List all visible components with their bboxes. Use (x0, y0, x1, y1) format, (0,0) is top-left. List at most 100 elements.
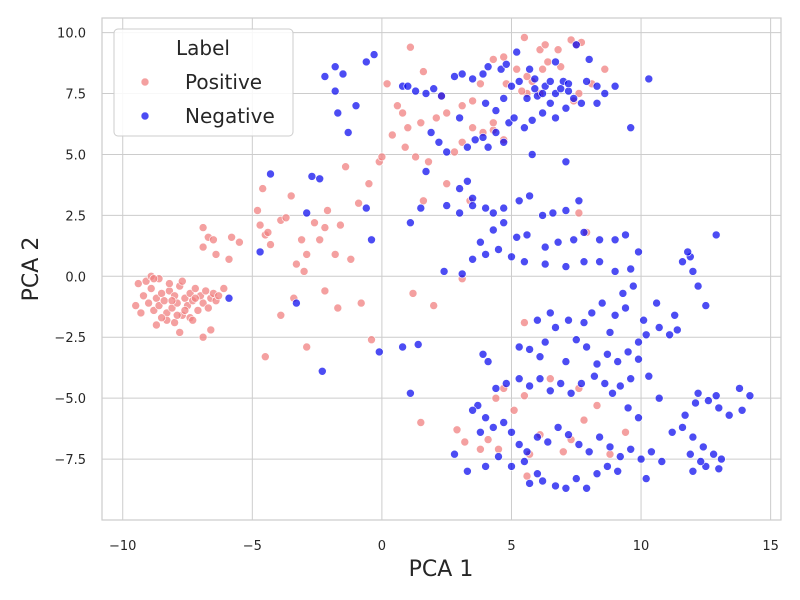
y-tick-label: 5.0 (65, 148, 86, 163)
point-positive (266, 240, 275, 249)
point-positive (167, 296, 177, 306)
point-negative (545, 386, 555, 396)
point-positive (136, 308, 146, 318)
point-negative (714, 403, 724, 413)
point-negative (678, 423, 687, 432)
point-negative (685, 449, 695, 459)
point-negative (667, 427, 677, 437)
point-negative (481, 413, 490, 423)
point-negative (525, 479, 534, 488)
point-positive (403, 123, 413, 132)
point-negative (569, 94, 579, 103)
point-positive (488, 118, 498, 128)
point-negative (320, 72, 330, 81)
point-negative (571, 40, 581, 50)
point-negative (605, 328, 615, 337)
point-positive (154, 301, 164, 310)
point-negative (654, 393, 664, 403)
point-negative (579, 318, 589, 327)
point-negative (592, 99, 602, 108)
point-negative (610, 267, 620, 276)
point-positive (346, 254, 356, 264)
point-positive (297, 235, 306, 245)
point-negative (654, 323, 664, 332)
point-negative (634, 354, 643, 364)
point-negative (330, 62, 340, 71)
x-tick-label: 5 (507, 539, 515, 554)
point-negative (525, 345, 534, 354)
point-positive (457, 138, 467, 147)
point-positive (509, 405, 519, 415)
point-positive (600, 64, 610, 74)
point-positive (558, 447, 568, 457)
point-negative (369, 50, 379, 59)
point-negative (647, 447, 656, 457)
point-negative (556, 379, 566, 388)
point-negative (561, 483, 571, 493)
point-positive (191, 284, 200, 293)
point-negative (514, 342, 524, 352)
point-positive (517, 86, 527, 96)
point-positive (408, 289, 418, 298)
point-negative (442, 201, 452, 210)
point-negative (553, 237, 563, 247)
point-negative (457, 269, 467, 279)
point-negative (735, 384, 744, 393)
point-positive (512, 64, 522, 74)
point-positive (520, 391, 529, 401)
point-negative (343, 128, 353, 137)
point-negative (403, 81, 413, 91)
point-negative (292, 298, 301, 308)
point-negative (351, 101, 361, 110)
point-negative (597, 298, 607, 308)
point-negative (564, 86, 573, 96)
point-negative (543, 437, 553, 447)
point-negative (613, 466, 623, 476)
point-negative (644, 371, 654, 381)
point-negative (691, 398, 700, 408)
point-negative (574, 196, 584, 206)
point-negative (302, 208, 312, 218)
legend-positive-marker (140, 77, 150, 87)
point-positive (545, 374, 555, 384)
point-negative (507, 462, 516, 471)
point-negative (561, 103, 571, 113)
point-positive (579, 415, 589, 425)
point-negative (551, 57, 560, 67)
point-negative (488, 423, 498, 432)
point-negative (442, 147, 452, 157)
point-positive (224, 254, 234, 264)
point-positive (323, 206, 332, 215)
point-negative (592, 359, 602, 369)
point-positive (494, 444, 503, 454)
point-negative (693, 281, 703, 291)
point-negative (481, 203, 490, 213)
point-negative (533, 469, 542, 479)
point-negative (571, 474, 581, 483)
point-positive (431, 113, 441, 123)
point-negative (623, 403, 633, 413)
point-negative (496, 64, 506, 74)
point-positive (398, 108, 407, 118)
point-positive (411, 152, 420, 162)
point-positive (364, 179, 374, 188)
point-positive (191, 293, 200, 303)
point-positive (170, 318, 179, 327)
point-positive (131, 301, 140, 310)
point-negative (478, 133, 488, 142)
point-positive (157, 289, 166, 298)
point-negative (561, 357, 571, 366)
point-negative (688, 432, 698, 442)
point-negative (481, 250, 490, 259)
point-negative (714, 464, 724, 474)
point-negative (634, 337, 643, 347)
point-negative (488, 225, 498, 235)
point-negative (463, 177, 472, 186)
point-positive (543, 57, 553, 67)
point-positive (310, 218, 319, 227)
point-negative (574, 440, 584, 449)
point-positive (211, 250, 221, 259)
point-negative (672, 325, 682, 335)
point-negative (330, 86, 340, 96)
point-negative (499, 138, 509, 147)
